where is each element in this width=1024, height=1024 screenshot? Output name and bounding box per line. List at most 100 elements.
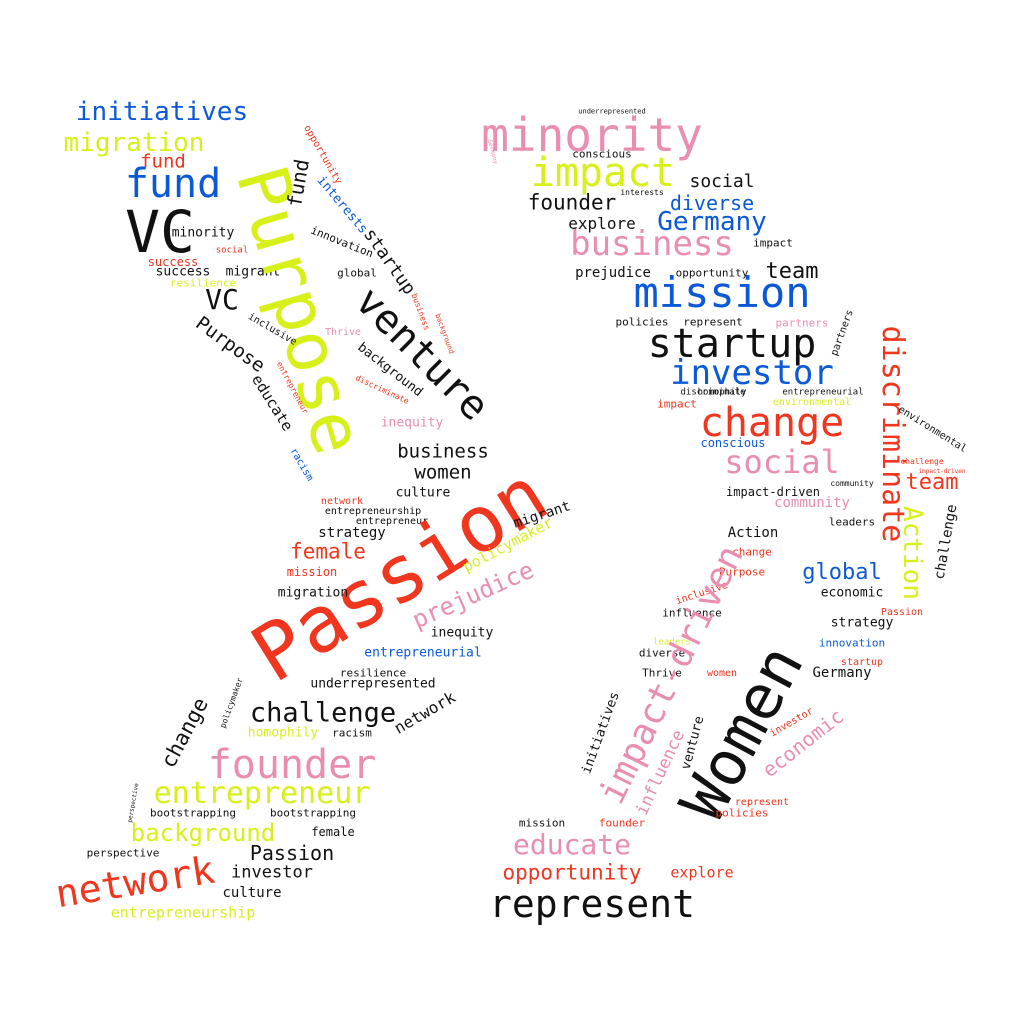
word: Thrive — [324, 327, 362, 338]
word: innovation — [818, 636, 886, 650]
word: team — [765, 259, 819, 284]
word: women — [706, 668, 738, 679]
word: Passion — [249, 841, 335, 865]
word: influence — [662, 606, 722, 620]
word: Passion — [880, 607, 924, 618]
word: homophily — [697, 387, 747, 398]
word: minority — [481, 108, 703, 162]
word: diverse — [669, 191, 755, 215]
word: global — [337, 266, 377, 280]
word: bootstrapping — [149, 806, 237, 820]
word: entrepreneurship — [324, 506, 422, 517]
word: policies — [715, 806, 769, 820]
word: Action — [897, 506, 927, 600]
word: Germany — [812, 665, 872, 681]
word: challenge — [931, 503, 961, 581]
word: interests — [620, 188, 664, 197]
word: network — [390, 687, 459, 738]
word: partners — [829, 308, 856, 358]
word: policies — [615, 315, 669, 329]
word: environmental — [772, 397, 852, 408]
word: migration — [63, 128, 205, 158]
word: global — [802, 560, 882, 585]
word: founder — [527, 190, 617, 215]
word: strategy — [830, 615, 894, 631]
word: change — [732, 545, 772, 559]
word: impact-driven — [726, 485, 820, 499]
word: startup — [647, 321, 817, 367]
word: resilience — [169, 276, 237, 290]
word: social — [689, 171, 755, 192]
word: perspective — [126, 782, 141, 824]
word: impact — [753, 236, 793, 250]
word: social — [724, 443, 840, 481]
word: Germany — [657, 207, 767, 237]
word: success — [147, 255, 199, 269]
word: racism — [332, 726, 372, 740]
word: discriminate — [680, 387, 746, 398]
word: prejudice — [575, 265, 651, 281]
word: background — [130, 819, 276, 847]
word: opportunity — [675, 266, 749, 280]
word: migration — [277, 585, 349, 601]
word: challenge — [249, 697, 397, 729]
word: startup — [840, 657, 884, 668]
word: Purpose — [718, 565, 766, 579]
word: initiatives — [75, 97, 249, 127]
word: entrepreneur — [355, 516, 429, 527]
word: VC — [205, 283, 239, 316]
word: female — [311, 825, 355, 839]
word: founder — [207, 742, 377, 788]
word: homophily — [247, 725, 319, 741]
word: conscious — [700, 436, 766, 450]
word: migrant — [225, 264, 281, 280]
word: explore — [568, 214, 636, 233]
word: mission — [633, 268, 811, 317]
word: policymaker — [218, 676, 245, 730]
word: Thrive — [642, 666, 682, 680]
word: business — [397, 440, 489, 463]
word: inequity — [380, 415, 444, 431]
word: impact — [530, 150, 676, 196]
word: network — [320, 496, 364, 507]
word: leaders — [653, 637, 691, 648]
word: explore — [670, 863, 734, 882]
word: success — [155, 264, 211, 280]
word: represent — [489, 882, 695, 926]
word: underrepresented — [578, 107, 646, 116]
word: educate — [512, 828, 632, 861]
word: inequity — [430, 625, 494, 641]
word: fund — [140, 150, 186, 173]
word: culture — [395, 485, 451, 501]
word: minority — [171, 225, 235, 241]
word: mission — [286, 565, 338, 579]
word: founder — [598, 816, 646, 830]
word: VC — [125, 198, 195, 266]
word: bootstrapping — [269, 806, 357, 820]
word: change — [699, 400, 845, 446]
word: investor — [231, 862, 313, 883]
word: represent — [734, 797, 790, 808]
word: resilience — [339, 666, 407, 680]
word: community — [774, 495, 850, 511]
word: strategy — [318, 525, 386, 541]
word: opportunity — [502, 860, 642, 885]
word: conscious — [572, 147, 632, 161]
word: represent — [683, 315, 743, 329]
word: community — [830, 479, 874, 488]
word: leaders — [828, 515, 876, 529]
word: women — [414, 461, 472, 484]
word: entrepreneurial — [782, 387, 864, 398]
word: partners — [775, 316, 829, 330]
word: mission — [518, 816, 566, 830]
word: social — [215, 245, 249, 256]
word: entrepreneurship — [110, 903, 256, 922]
word: impact-driven — [918, 468, 966, 475]
word: team — [905, 470, 959, 495]
word: challenge — [900, 457, 944, 466]
word: business — [570, 224, 734, 264]
word: perspective — [86, 846, 160, 860]
word: fund — [124, 161, 222, 207]
word: diverse — [638, 646, 686, 660]
word: underrepresented — [310, 676, 436, 692]
